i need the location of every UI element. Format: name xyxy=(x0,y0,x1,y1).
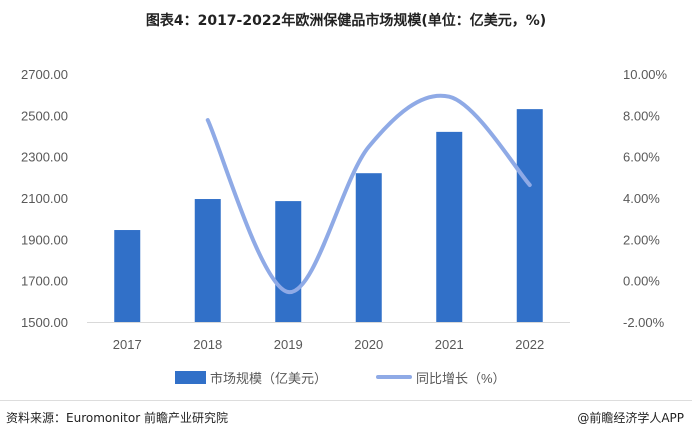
legend-bar-label: 市场规模（亿美元） xyxy=(210,371,327,386)
legend-bar-swatch xyxy=(175,371,206,384)
x-axis-tick: 2017 xyxy=(113,337,142,352)
right-axis-tick: 0.00% xyxy=(623,274,660,289)
bar xyxy=(516,109,543,322)
left-axis-tick: 1700.00 xyxy=(21,274,68,289)
growth-line xyxy=(205,93,532,295)
left-axis-tick: 2700.00 xyxy=(21,67,68,82)
left-axis-tick: 2100.00 xyxy=(21,191,68,206)
right-axis-tick: 10.00% xyxy=(623,67,668,82)
right-axis-tick: 8.00% xyxy=(623,108,660,123)
right-axis-tick: 4.00% xyxy=(623,191,660,206)
legend-line-label: 同比增长（%） xyxy=(416,371,506,386)
right-axis-tick: -2.00% xyxy=(623,315,665,330)
x-axis-tick: 2020 xyxy=(354,337,383,352)
bar xyxy=(355,173,382,322)
credit-note: @前瞻经济学人APP xyxy=(577,411,684,425)
x-axis-tick: 2021 xyxy=(435,337,464,352)
source-note: 资料来源：Euromonitor 前瞻产业研究院 xyxy=(6,411,228,425)
divider xyxy=(0,400,692,401)
x-axis-tick: 2018 xyxy=(193,337,222,352)
bar xyxy=(436,131,463,322)
left-axis-tick: 2300.00 xyxy=(21,150,68,165)
chart-title: 图表4：2017-2022年欧洲保健品市场规模(单位：亿美元，%) xyxy=(145,13,547,29)
bar xyxy=(114,230,141,322)
left-axis-tick: 1500.00 xyxy=(21,315,68,330)
right-axis-tick: 2.00% xyxy=(623,232,660,247)
x-axis-tick: 2022 xyxy=(515,337,544,352)
left-axis-tick: 1900.00 xyxy=(21,232,68,247)
left-axis-tick: 2500.00 xyxy=(21,108,68,123)
right-axis-tick: 6.00% xyxy=(623,150,660,165)
x-axis-tick: 2019 xyxy=(274,337,303,352)
bar xyxy=(194,199,221,322)
chart: 1500.00 1700.00 1900.00 2100.00 2300.00 2500.… xyxy=(21,67,668,386)
bar xyxy=(275,201,302,322)
